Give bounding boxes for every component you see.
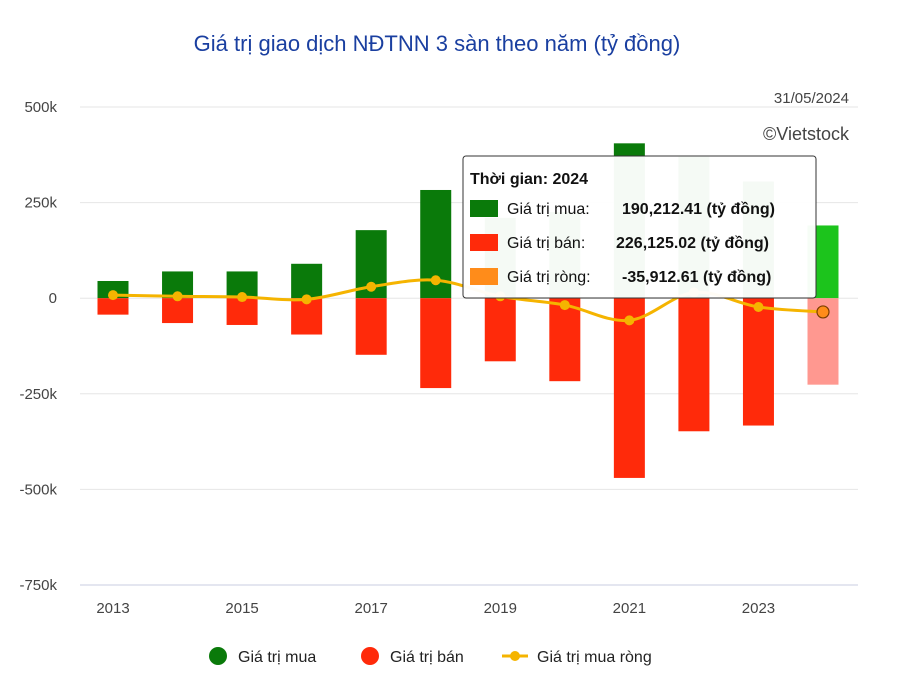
y-tick-label: -250k <box>19 386 57 403</box>
chart-title: Giá trị giao dịch NĐTNN 3 sàn theo năm (… <box>194 31 681 56</box>
y-tick-label: 250k <box>24 195 57 212</box>
bar-sell[interactable] <box>97 298 129 315</box>
legend-label-net: Giá trị mua ròng <box>537 649 652 666</box>
y-axis-ticks: 500k 250k 0 -250k -500k -750k <box>19 99 57 594</box>
credit-label: ©Vietstock <box>763 124 850 144</box>
net-point[interactable] <box>172 291 183 302</box>
legend-item-buy[interactable]: Giá trị mua <box>209 647 316 666</box>
bar-sell[interactable] <box>162 298 194 324</box>
bar-sell[interactable] <box>549 298 581 382</box>
tooltip-swatch-buy <box>470 200 498 217</box>
net-point[interactable] <box>301 294 312 305</box>
y-tick-label: 0 <box>49 290 57 307</box>
x-tick-label: 2021 <box>613 600 646 617</box>
bar-sell[interactable] <box>420 298 452 389</box>
legend: Giá trị mua Giá trị bán Giá trị mua ròng <box>209 647 652 666</box>
net-point[interactable] <box>237 292 248 303</box>
net-point[interactable] <box>430 275 441 286</box>
x-axis-ticks: 2013 2015 2017 2019 2021 2023 <box>96 600 775 617</box>
tooltip-label-buy: Giá trị mua: <box>507 201 590 218</box>
x-tick-label: 2015 <box>225 600 258 617</box>
tooltip-header: Thời gian: 2024 <box>470 171 588 188</box>
bar-sell[interactable] <box>226 298 258 325</box>
x-tick-label: 2017 <box>354 600 387 617</box>
net-point[interactable] <box>816 305 830 319</box>
bar-sell[interactable] <box>613 298 645 478</box>
net-point[interactable] <box>624 315 635 326</box>
tooltip-box <box>462 155 817 299</box>
x-tick-label: 2013 <box>96 600 129 617</box>
legend-item-net[interactable]: Giá trị mua ròng <box>502 649 652 666</box>
y-tick-label: -750k <box>19 577 57 594</box>
net-point[interactable] <box>753 301 764 312</box>
bar-sell[interactable] <box>678 298 710 432</box>
bar-buy[interactable] <box>291 263 323 299</box>
bar-sell[interactable] <box>742 298 774 426</box>
legend-marker-sell <box>361 647 379 665</box>
legend-marker-net <box>510 651 520 661</box>
y-tick-label: -500k <box>19 481 57 498</box>
y-tick-label: 500k <box>24 99 57 116</box>
tooltip-value-net: -35,912.61 (tỷ đồng) <box>622 269 771 286</box>
legend-marker-buy <box>209 647 227 665</box>
date-note: 31/05/2024 <box>774 90 849 107</box>
net-point[interactable] <box>366 281 377 292</box>
legend-label-sell: Giá trị bán <box>390 649 464 666</box>
bar-sell[interactable] <box>484 298 516 362</box>
tooltip-swatch-sell <box>470 234 498 251</box>
bar-sell[interactable] <box>355 298 387 355</box>
legend-label-buy: Giá trị mua <box>238 649 316 666</box>
tooltip-label-sell: Giá trị bán: <box>507 235 585 252</box>
net-point[interactable] <box>108 290 118 301</box>
tooltip-value-sell: 226,125.02 (tỷ đồng) <box>616 235 769 252</box>
x-tick-label: 2023 <box>742 600 775 617</box>
tooltip: Thời gian: 2024 Giá trị mua: 190,212.41 … <box>462 155 817 299</box>
tooltip-value-buy: 190,212.41 (tỷ đồng) <box>622 201 775 218</box>
tooltip-label-net: Giá trị ròng: <box>507 269 591 286</box>
net-point[interactable] <box>559 300 570 311</box>
x-tick-label: 2019 <box>484 600 517 617</box>
tooltip-swatch-net <box>470 268 498 285</box>
legend-item-sell[interactable]: Giá trị bán <box>361 647 464 666</box>
